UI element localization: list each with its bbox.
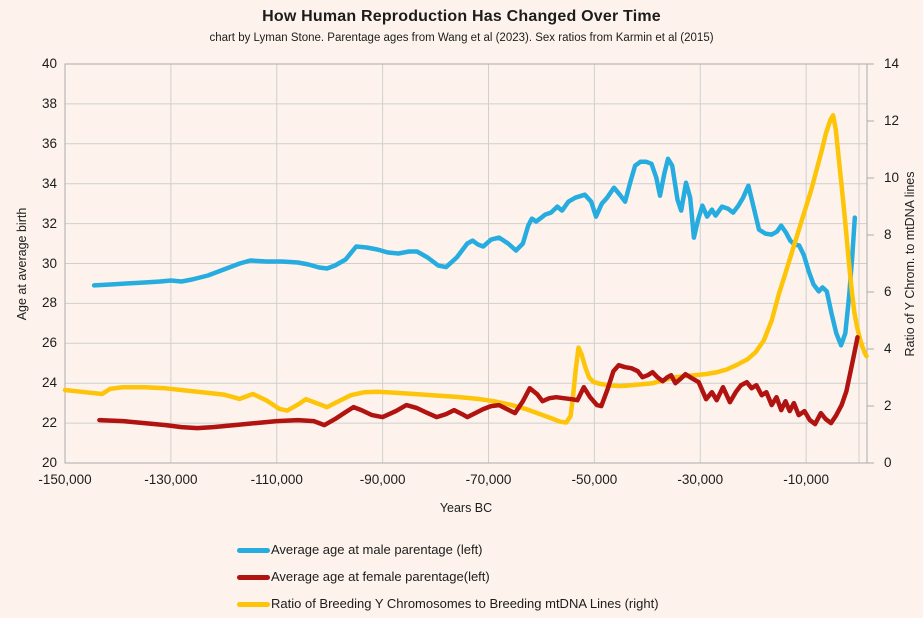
y-right-tick-label: 4 <box>884 341 892 356</box>
x-tick-label: -70,000 <box>465 472 512 487</box>
legend-row: Ratio of Breeding Y Chromosomes to Breed… <box>237 597 659 611</box>
y-right-tick-label: 12 <box>884 113 900 128</box>
x-tick-label: -50,000 <box>571 472 618 487</box>
y-left-tick-label: 22 <box>41 415 57 431</box>
legend-label: Average age at male parentage (left) <box>271 542 483 557</box>
legend-swatch <box>237 601 270 607</box>
series-line <box>91 156 858 348</box>
y-right-tick-label: 0 <box>884 455 892 470</box>
y-left-tick-label: 26 <box>41 335 57 351</box>
y-left-tick-label: 38 <box>41 95 57 111</box>
chart-legend: Average age at male parentage (left) Aver… <box>237 543 659 611</box>
legend-row: Average age at male parentage (left) <box>237 543 659 557</box>
y-left-tick-label: 32 <box>41 215 57 231</box>
legend-swatch <box>237 574 270 580</box>
series-line <box>62 113 869 425</box>
y-left-tick-label: 30 <box>41 255 57 271</box>
y-left-tick-label: 36 <box>41 135 57 151</box>
x-tick-label: -90,000 <box>359 472 406 487</box>
x-tick-label: -30,000 <box>677 472 724 487</box>
x-tick-label: -10,000 <box>783 472 829 487</box>
legend-swatch <box>237 547 270 553</box>
chart-subtitle: chart by Lyman Stone. Parentage ages fro… <box>209 32 714 44</box>
x-tick-label: -110,000 <box>250 472 303 487</box>
legend-label: Ratio of Breeding Y Chromosomes to Breed… <box>271 596 659 611</box>
y-left-tick-label: 24 <box>41 375 57 391</box>
legend-row: Average age at female parentage(left) <box>237 570 659 584</box>
plot-frame <box>64 63 868 464</box>
y-right-tick-label: 10 <box>884 170 900 185</box>
y-left-tick-label: 28 <box>41 295 57 311</box>
x-tick-label: -150,000 <box>38 472 92 487</box>
legend-label: Average age at female parentage(left) <box>271 569 490 584</box>
y-right-tick-label: 14 <box>884 56 900 71</box>
x-tick-label: -130,000 <box>144 472 198 487</box>
series-line <box>97 335 860 431</box>
y-left-tick-label: 20 <box>41 455 57 470</box>
y-right-tick-label: 6 <box>884 284 892 299</box>
y-right-tick-label: 8 <box>884 227 892 242</box>
y-left-tick-label: 40 <box>41 56 57 71</box>
y-right-tick-label: 2 <box>884 398 892 413</box>
y-axis-right-title: Ratio of Y Chrom. to mtDNA lines <box>903 171 917 357</box>
x-axis-title: Years BC <box>439 501 493 515</box>
chart-title: How Human Reproduction Has Changed Over … <box>262 8 661 25</box>
y-left-tick-label: 34 <box>41 175 57 191</box>
